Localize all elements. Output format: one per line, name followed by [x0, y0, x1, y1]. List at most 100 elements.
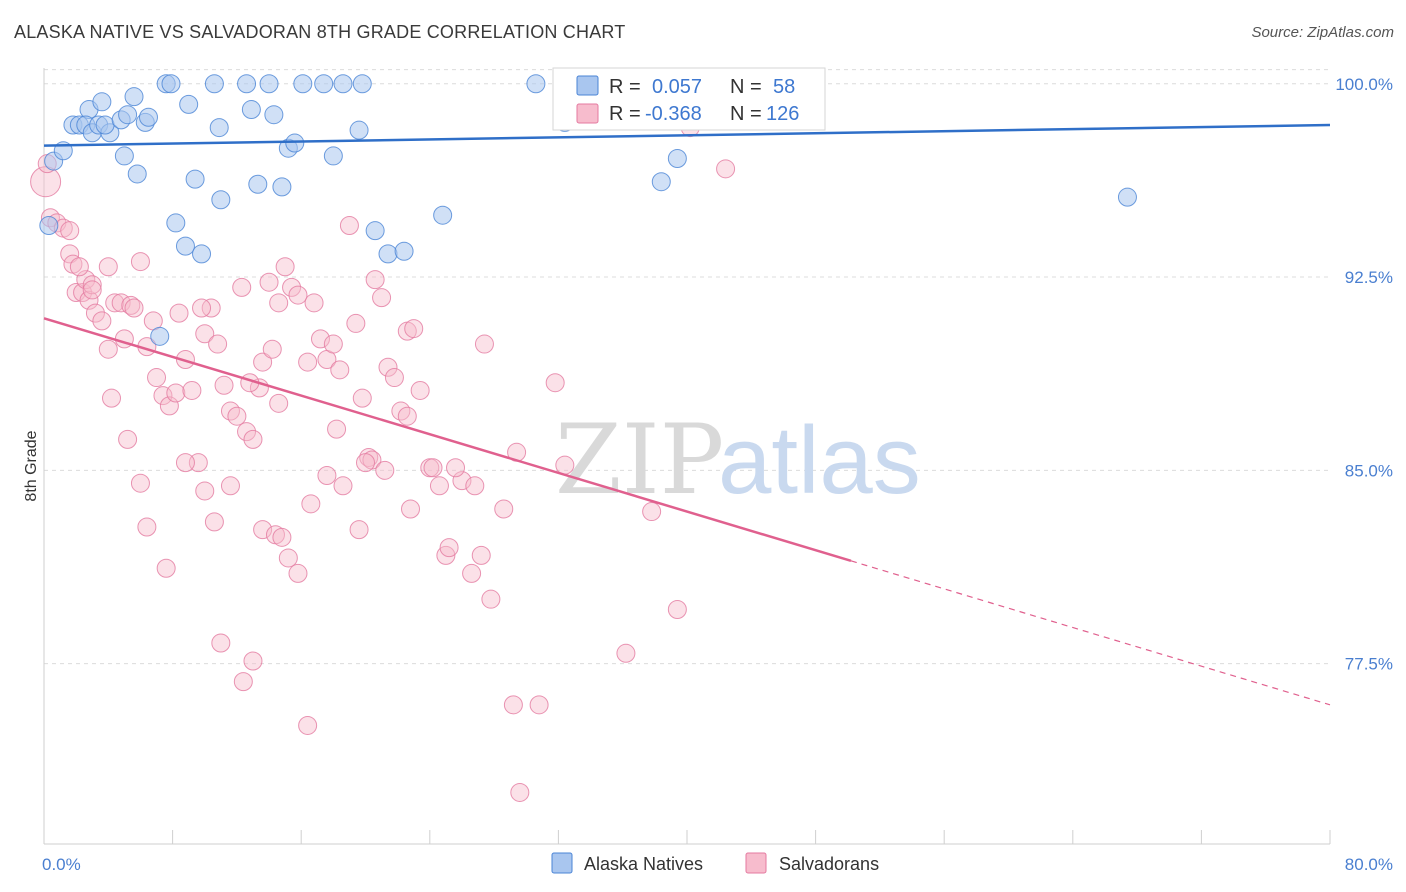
salvadorans-point	[465, 476, 485, 496]
alaska-natives-point	[526, 74, 546, 94]
alaska-natives-point	[651, 172, 671, 192]
alaska-natives-point	[39, 216, 59, 236]
salvadorans-point	[147, 368, 167, 388]
salvadorans-point	[529, 695, 549, 715]
tick-labels: 77.5% 85.0% 92.5% 100.0% 0.0% 80.0%	[42, 75, 1393, 874]
legend-r-label-2: R =	[609, 103, 641, 125]
salvadorans-point	[169, 303, 189, 323]
watermark-atlas: atlas	[718, 407, 921, 514]
salvadorans-point	[192, 298, 212, 318]
salvadorans-point	[716, 159, 736, 179]
salvadorans-point	[288, 285, 308, 305]
alaska-natives-point	[272, 177, 292, 197]
salvadorans-point	[201, 298, 221, 318]
alaska-natives-point	[323, 146, 343, 166]
salvadorans-point	[60, 221, 80, 241]
salvadorans-point	[69, 257, 89, 277]
salvadorans-point	[253, 352, 273, 372]
salvadorans-point	[494, 499, 514, 519]
salvadorans-point	[232, 277, 252, 297]
salvadorans-point	[439, 538, 459, 558]
salvadorans-point	[82, 275, 102, 295]
alaska-natives-point	[204, 74, 224, 94]
salvadorans-point	[378, 357, 398, 377]
salvadorans-point	[262, 339, 282, 359]
salvadorans-point	[375, 460, 395, 480]
alaska-natives-point	[185, 169, 205, 189]
salvadorans-point	[195, 324, 215, 344]
salvadorans-points	[30, 74, 736, 802]
alaska-natives-point	[150, 326, 170, 346]
legend: R = 0.057 N = 58 R = -0.368 N = 126	[552, 67, 826, 131]
alaska-natives-point	[166, 213, 186, 233]
alaska-natives-point	[1117, 187, 1137, 207]
bottom-legend-label-alaska-natives: Alaska Natives	[584, 854, 703, 874]
alaska-natives-point	[259, 74, 279, 94]
chart-source: Source: ZipAtlas.com	[1251, 24, 1394, 41]
salvadorans-point	[339, 216, 359, 236]
alaska-natives-point	[293, 74, 313, 94]
salvadorans-point	[204, 512, 224, 532]
alaska-natives-point	[365, 221, 385, 241]
alaska-natives-point	[248, 174, 268, 194]
salvadorans-point	[642, 502, 662, 522]
alaska-natives-point	[92, 92, 112, 112]
legend-swatch-salvadorans	[576, 103, 599, 124]
salvadorans-point	[175, 453, 195, 473]
legend-n-label-1: N =	[730, 76, 762, 98]
chart-title: ALASKA NATIVE VS SALVADORAN 8TH GRADE CO…	[14, 22, 626, 42]
salvadorans-point	[346, 313, 366, 333]
alaska-natives-point	[127, 164, 147, 184]
x-tick-label-start: 0.0%	[42, 855, 81, 874]
salvadorans-point	[121, 295, 141, 315]
alaska-natives-point	[314, 74, 334, 94]
trend-lines	[43, 123, 1331, 706]
salvadorans-point	[272, 527, 292, 547]
salvadorans-point	[124, 298, 144, 318]
salvadorans-point	[102, 388, 122, 408]
trend-line-salvadorans	[43, 317, 852, 563]
legend-n-label-2: N =	[730, 103, 762, 125]
salvadorans-point	[372, 288, 392, 308]
legend-swatch-alaska-natives	[576, 75, 599, 96]
salvadorans-point	[166, 383, 186, 403]
salvadorans-point	[156, 558, 176, 578]
salvadorans-point	[356, 453, 375, 473]
salvadorans-point	[304, 293, 324, 313]
salvadorans-point	[384, 368, 404, 388]
salvadorans-point	[259, 272, 279, 292]
grid-lines	[44, 69, 1330, 665]
salvadorans-point	[243, 651, 263, 671]
salvadorans-point	[253, 520, 273, 540]
salvadorans-point	[301, 494, 321, 514]
salvadorans-point	[243, 429, 263, 449]
salvadorans-point	[288, 563, 308, 583]
alaska-natives-point	[394, 241, 414, 261]
alaska-natives-point	[209, 118, 229, 138]
salvadorans-point	[105, 293, 125, 313]
alaska-natives-point	[264, 105, 284, 125]
alaska-natives-point	[285, 133, 305, 153]
salvadorans-point	[471, 545, 491, 565]
y-tick-label: 85.0%	[1345, 461, 1393, 480]
bottom-legend-swatch-alaska-natives	[551, 852, 573, 874]
salvadorans-point	[510, 782, 530, 802]
trend-line-salvadorans-extrapolated	[850, 560, 1331, 706]
legend-n-value-2: 126	[766, 103, 799, 125]
y-axis-label: 8th Grade	[23, 430, 40, 501]
salvadorans-point	[227, 406, 247, 426]
alaska-natives-point	[667, 149, 687, 169]
legend-r-value-1: 0.057	[652, 76, 702, 98]
alaska-natives-point	[124, 87, 144, 107]
salvadorans-point	[282, 277, 302, 297]
alaska-natives-point	[241, 100, 261, 120]
salvadorans-point	[233, 672, 253, 692]
salvadorans-point	[323, 334, 343, 354]
alaska-natives-point	[138, 107, 158, 127]
salvadorans-point	[298, 715, 318, 735]
salvadorans-point	[130, 252, 150, 272]
alaska-natives-point	[161, 74, 181, 94]
salvadorans-point	[220, 476, 240, 496]
salvadorans-point	[214, 375, 234, 395]
alaska-natives-point	[237, 74, 257, 94]
